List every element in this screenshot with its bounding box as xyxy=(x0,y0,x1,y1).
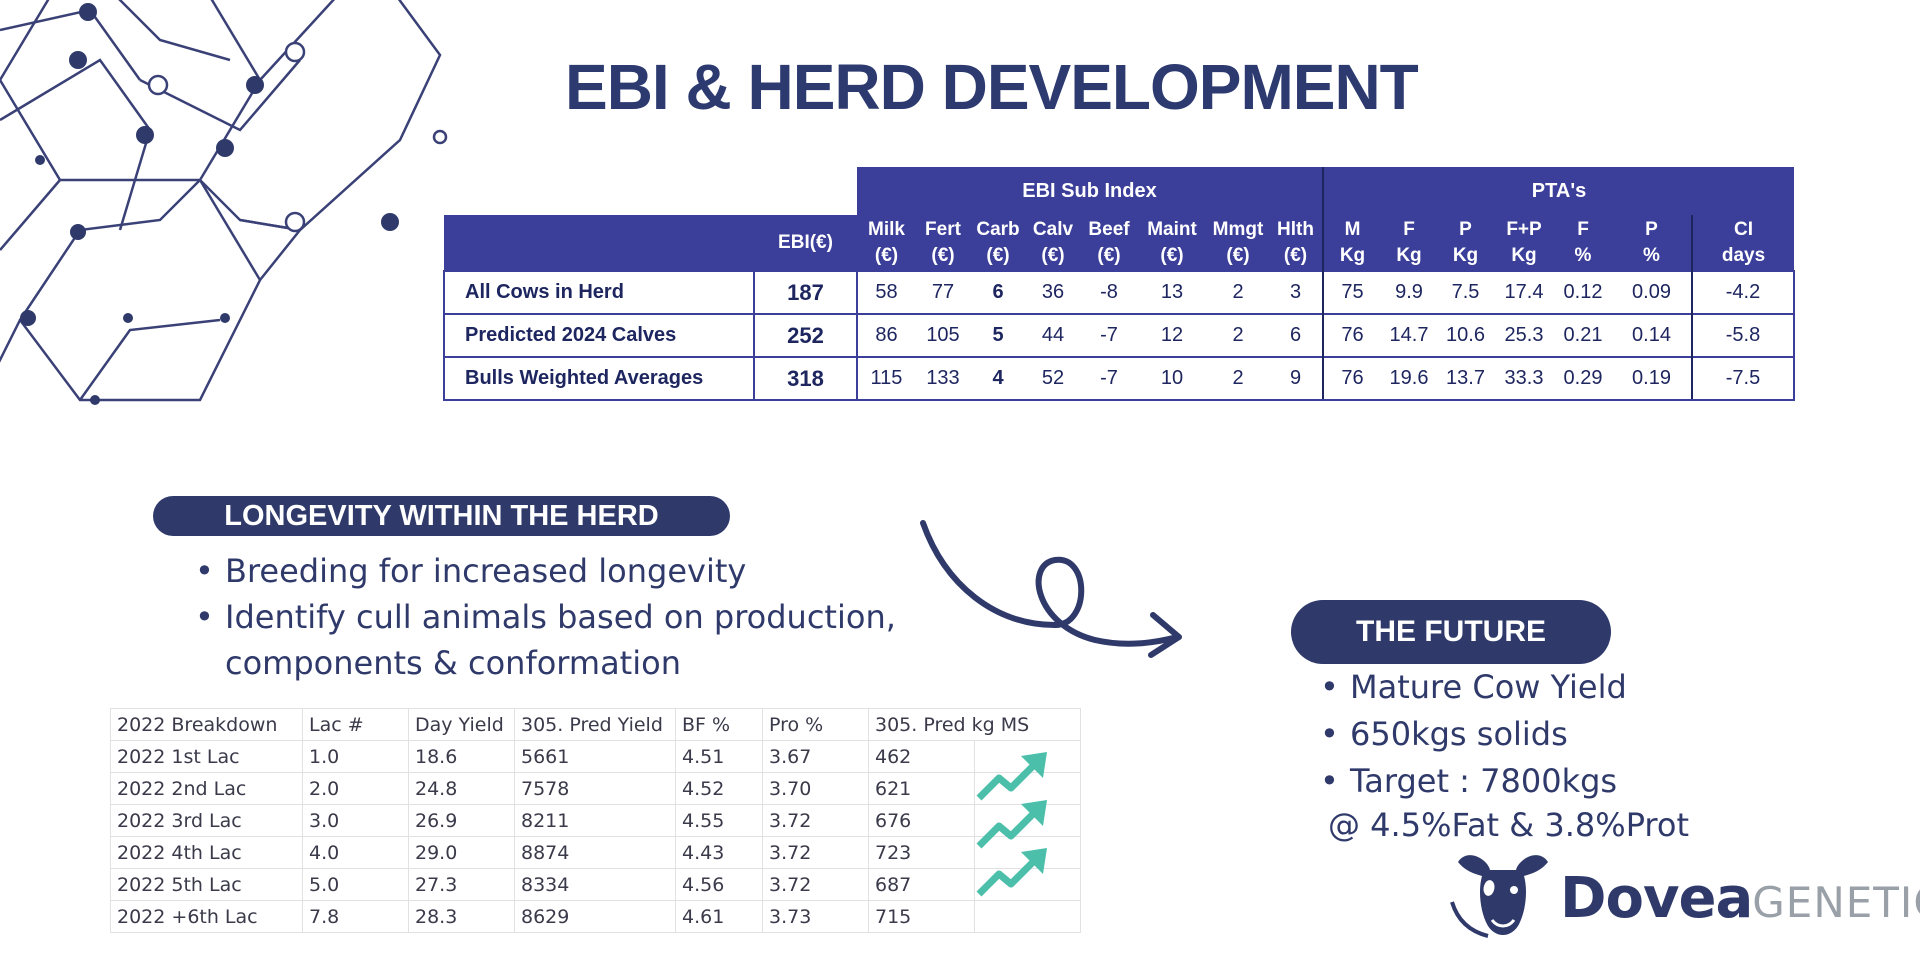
ptas-header: PTA's xyxy=(1322,167,1794,215)
future-note: @ 4.5%Fat & 3.8%Prot xyxy=(1328,806,1689,844)
list-item: 650kgs solids xyxy=(1320,711,1627,758)
list-item: Identify cull animals based on productio… xyxy=(195,594,896,640)
col-fert: Fert (€) xyxy=(915,215,971,271)
col-mmgt: Mmgt (€) xyxy=(1207,215,1269,271)
table-row: 2022 5th Lac 5.0 27.3 8334 4.56 3.72 687 xyxy=(110,868,1081,901)
col-ci-days: CI days xyxy=(1691,215,1794,271)
col-milk: Milk (€) xyxy=(856,215,915,271)
trend-up-icon xyxy=(976,800,1047,849)
col-p-kg: P Kg xyxy=(1437,215,1494,271)
cow-head-logo-icon xyxy=(1450,855,1548,938)
curly-arrow-icon xyxy=(920,520,1182,658)
table-row: All Cows in Herd 187 58 77 6 36 -8 13 2 … xyxy=(443,270,1795,314)
table-row: Predicted 2024 Calves 252 86 105 5 44 -7… xyxy=(443,313,1795,357)
col-calv: Calv (€) xyxy=(1025,215,1081,271)
col-f-pct: F% xyxy=(1554,215,1612,271)
table-row: 2022 3rd Lac 3.0 26.9 8211 4.55 3.72 676 xyxy=(110,804,1081,837)
col-ebi: EBI(€) xyxy=(753,215,857,271)
col-beef: Beef (€) xyxy=(1081,215,1137,271)
col-m-kg: M Kg xyxy=(1322,215,1381,271)
ebi-sub-index-header: EBI Sub Index xyxy=(857,167,1323,215)
longevity-bullets: Breeding for increased longevity Identif… xyxy=(195,548,896,686)
table-row: Bulls Weighted Averages 318 115 133 4 52… xyxy=(443,356,1795,401)
col-maint: Maint (€) xyxy=(1137,215,1207,271)
hexagon-network-decoration xyxy=(0,0,448,405)
trend-up-icon xyxy=(976,848,1047,897)
col-p-pct: P% xyxy=(1612,215,1692,271)
col-fp-kg: F+P Kg xyxy=(1494,215,1554,271)
logo-bold: Dovea xyxy=(1560,866,1753,931)
list-item: Target : 7800kgs xyxy=(1320,758,1627,805)
table-header-row: 2022 Breakdown Lac # Day Yield 305. Pred… xyxy=(110,708,1081,741)
ebi-column-headers: EBI(€) Milk (€) Fert (€) Carb (€) Calv (€) B… xyxy=(444,215,1794,271)
future-bullets: Mature Cow Yield 650kgs solids Target : … xyxy=(1320,664,1627,805)
page-title: EBI & HERD DEVELOPMENT xyxy=(565,51,1419,123)
list-item: Breeding for increased longevity xyxy=(195,548,896,594)
col-carb: Carb (€) xyxy=(971,215,1025,271)
ebi-table: EBI Sub Index PTA's EBI(€) Milk (€) Fert(… xyxy=(443,167,1795,401)
dovea-genetics-logo: DoveaGENETICS xyxy=(1560,866,1920,931)
table-row: 2022 +6th Lac 7.8 28.3 8629 4.61 3.73 715 xyxy=(110,900,1081,933)
list-item: Mature Cow Yield xyxy=(1320,664,1627,711)
list-item: components & conformation xyxy=(225,644,681,682)
table-row: 2022 4th Lac 4.0 29.0 8874 4.43 3.72 723 xyxy=(110,836,1081,869)
col-hlth: Hlth (€) xyxy=(1269,215,1323,271)
col-f-kg: F Kg xyxy=(1381,215,1437,271)
future-heading: THE FUTURE xyxy=(1291,600,1611,664)
table-row: 2022 1st Lac 1.0 18.6 5661 4.51 3.67 462 xyxy=(110,740,1081,773)
table-row: 2022 2nd Lac 2.0 24.8 7578 4.52 3.70 621 xyxy=(110,772,1081,805)
longevity-heading: LONGEVITY WITHIN THE HERD xyxy=(153,496,730,536)
logo-light: GENETICS xyxy=(1752,878,1920,927)
breakdown-table: 2022 Breakdown Lac # Day Yield 305. Pred… xyxy=(110,708,1081,933)
trend-up-icon xyxy=(976,752,1047,801)
